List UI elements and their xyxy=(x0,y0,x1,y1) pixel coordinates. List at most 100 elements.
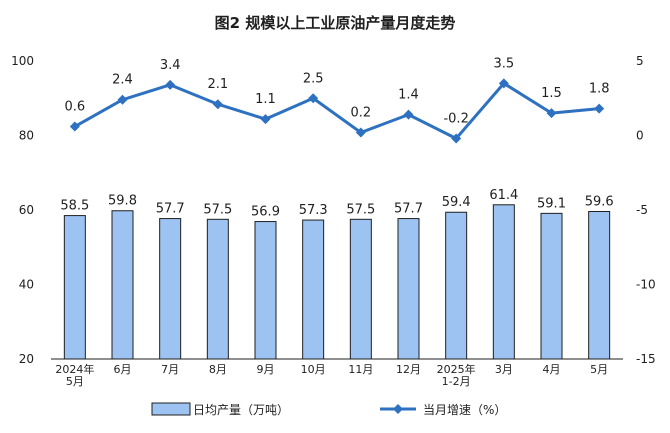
line-data-label: 2.5 xyxy=(303,71,324,86)
x-axis-tick-label: 11月 xyxy=(348,363,373,376)
chart-title: 图2 规模以上工业原油产量月度走势 xyxy=(215,14,456,32)
line-data-label: 1.4 xyxy=(398,88,419,103)
bar-mark xyxy=(254,221,277,360)
x-axis-tick-label: 7月 xyxy=(161,363,179,376)
line-series-path xyxy=(73,81,601,140)
x-axis-tick-label-line: 5月 xyxy=(66,375,84,388)
x-axis-tick-label-line: 7月 xyxy=(161,363,179,376)
line-data-label: 1.5 xyxy=(541,86,562,101)
x-axis-tick-label-line: 9月 xyxy=(257,363,275,376)
bar-data-label: 57.3 xyxy=(299,203,328,218)
bar-data-label: 57.5 xyxy=(346,202,375,217)
line-point-marker xyxy=(165,79,176,90)
line-point-marker xyxy=(546,108,557,119)
left-axis-tick-label: 100 xyxy=(11,54,34,68)
x-axis-tick-label: 4月 xyxy=(543,363,561,376)
line-data-label: 3.4 xyxy=(160,58,181,73)
line-data-label: 2.4 xyxy=(112,73,133,88)
line-data-label: 2.1 xyxy=(207,77,228,92)
legend: 日均产量（万吨） 当月增速（%） xyxy=(151,402,506,417)
x-axis-tick-label: 6月 xyxy=(114,363,132,376)
bar-mark xyxy=(397,218,420,360)
line-point-marker xyxy=(69,121,80,132)
line-point-marker xyxy=(594,103,605,114)
right-axis-tick-label: -10 xyxy=(636,278,656,292)
line-data-label: 0.2 xyxy=(350,106,371,121)
right-axis-ticks: -15 -10 -5 0 5 xyxy=(636,54,656,366)
x-axis-tick-label-line: 2024年 xyxy=(55,362,94,376)
x-axis-tick-label: 9月 xyxy=(257,363,275,376)
line-legend-marker-icon xyxy=(393,404,403,414)
line-data-label: -0.2 xyxy=(443,111,468,126)
x-axis-tick-label: 5月 xyxy=(590,363,608,376)
bar-data-label: 59.1 xyxy=(537,196,566,211)
line-point-marker xyxy=(212,99,223,110)
bar-data-labels: 58.5 59.8 57.7 57.5 56.9 57.3 57.5 57.7 59.4 61.4… xyxy=(60,188,613,220)
bar-data-label: 56.9 xyxy=(251,205,280,220)
bar-mark xyxy=(588,210,611,360)
line-point-marker xyxy=(403,109,414,120)
right-axis-tick-label: 0 xyxy=(636,129,644,143)
line-data-labels: 0.6 2.4 3.4 2.1 1.1 2.5 0.2 1.4 -0.2 3.5 1.5 1.8 xyxy=(64,56,609,126)
bar-legend-label: 日均产量（万吨） xyxy=(193,403,289,417)
bar-data-label: 57.7 xyxy=(156,202,185,217)
bar-data-label: 61.4 xyxy=(489,188,518,203)
bar-data-label: 57.5 xyxy=(203,202,232,217)
bar-data-label: 59.6 xyxy=(585,194,614,209)
bar-legend-icon xyxy=(151,402,191,416)
x-axis-tick-label-line: 1-2月 xyxy=(442,375,471,388)
line-legend-label: 当月增速（%） xyxy=(423,403,506,417)
x-axis-tick-label-line: 11月 xyxy=(348,363,373,376)
x-axis-tick-label-line: 10月 xyxy=(301,363,326,376)
bar-mark xyxy=(349,218,372,360)
x-axis-tick-label: 8月 xyxy=(209,363,227,376)
x-axis-tick-label-line: 12月 xyxy=(396,363,421,376)
x-axis-tick-label-line: 3月 xyxy=(495,363,513,376)
bar-mark xyxy=(111,210,134,360)
bar-mark xyxy=(206,218,229,360)
line-data-label: 3.5 xyxy=(493,56,514,71)
x-axis-tick-label: 2024年 5月 xyxy=(55,362,94,388)
x-axis-tick-label: 10月 xyxy=(301,363,326,376)
line-point-marker xyxy=(308,93,319,104)
x-axis-tick-label-line: 5月 xyxy=(590,363,608,376)
left-axis-tick-label: 80 xyxy=(19,129,34,143)
x-axis-tick-label-line: 6月 xyxy=(114,363,132,376)
bar-mark xyxy=(540,212,563,360)
bar-data-label: 58.5 xyxy=(60,199,89,214)
line-point-marker xyxy=(117,94,128,105)
left-axis-ticks: 20 40 60 80 100 xyxy=(11,54,34,366)
bar-mark xyxy=(63,215,86,360)
right-axis-tick-label: 5 xyxy=(636,54,644,68)
line-point-marker xyxy=(260,114,271,125)
right-axis-tick-label: -15 xyxy=(636,352,656,366)
bar-mark xyxy=(159,218,182,360)
x-axis-tick-label-line: 8月 xyxy=(209,363,227,376)
line-data-label: 0.6 xyxy=(64,100,85,115)
bar-mark xyxy=(492,204,515,360)
bar-mark xyxy=(302,219,325,360)
bar-data-label: 59.8 xyxy=(108,194,137,209)
bar-mark xyxy=(445,211,468,360)
line-point-marker xyxy=(355,127,366,138)
line-data-label: 1.1 xyxy=(255,92,276,107)
right-axis-tick-label: -5 xyxy=(636,203,648,217)
left-axis-tick-label: 40 xyxy=(19,278,34,292)
line-point-marker xyxy=(451,133,462,144)
x-axis-tick-label: 3月 xyxy=(495,363,513,376)
line-point-marker xyxy=(498,78,509,89)
x-axis-tick-label: 12月 xyxy=(396,363,421,376)
bar-data-label: 59.4 xyxy=(442,195,471,210)
line-series xyxy=(69,78,605,144)
x-axis-tick-label-line: 4月 xyxy=(543,363,561,376)
x-axis-tick-label-line: 2025年 xyxy=(437,362,476,376)
left-axis-tick-label: 20 xyxy=(19,352,34,366)
bar-data-label: 57.7 xyxy=(394,202,423,217)
bar-series xyxy=(63,204,611,360)
left-axis-tick-label: 60 xyxy=(19,203,34,217)
line-data-label: 1.8 xyxy=(589,82,610,97)
x-axis-tick-label: 2025年 1-2月 xyxy=(437,362,476,388)
